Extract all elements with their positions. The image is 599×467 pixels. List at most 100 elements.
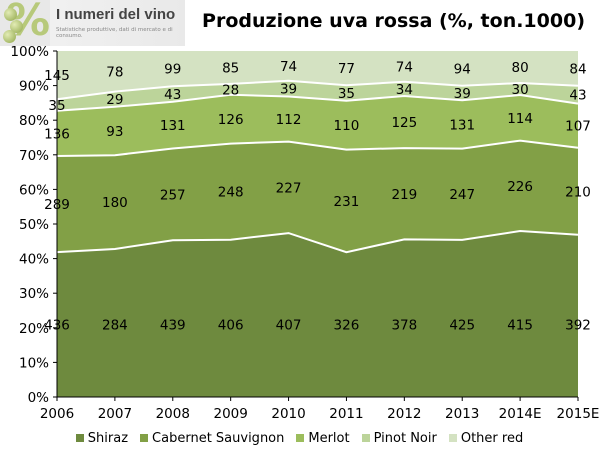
legend-swatch (361, 434, 370, 442)
grape-icon (3, 30, 16, 43)
data-label: 378 (391, 317, 417, 333)
x-tick-label: 2013 (445, 406, 479, 422)
x-tick-label: 2015E (557, 406, 599, 422)
series-boundary-line (56, 93, 579, 112)
data-label: 35 (338, 86, 355, 102)
series-boundary-line (56, 229, 579, 254)
logo-title: I numeri del vino (56, 6, 176, 23)
series-boundary-line (56, 139, 579, 157)
logo: % I numeri del vino Statistiche produtti… (0, 0, 185, 46)
data-label: 125 (391, 115, 417, 131)
y-tick-label: 30% (19, 286, 49, 302)
data-label: 39 (280, 82, 297, 98)
x-tick-label: 2008 (156, 406, 190, 422)
data-label: 114 (507, 111, 533, 127)
y-tick-label: 80% (19, 113, 49, 129)
data-label: 439 (160, 317, 186, 333)
data-label: 28 (222, 82, 239, 98)
data-label: 35 (48, 98, 65, 114)
data-label: 131 (449, 117, 475, 133)
y-tick-label: 10% (19, 355, 49, 371)
data-label: 231 (334, 194, 360, 210)
data-label: 407 (276, 317, 302, 333)
legend-swatch (75, 434, 84, 442)
data-label: 425 (449, 317, 475, 333)
legend-label: Pinot Noir (373, 430, 437, 446)
legend-item: Merlot (296, 430, 350, 446)
data-label: 219 (391, 187, 417, 203)
data-label: 257 (160, 187, 186, 203)
data-label: 74 (396, 59, 413, 75)
data-label: 326 (334, 318, 360, 334)
x-tick-label: 2012 (387, 406, 421, 422)
x-tick-label: 2010 (271, 406, 305, 422)
data-label: 289 (44, 197, 70, 213)
y-tick-label: 60% (19, 182, 49, 198)
area-other-red (57, 51, 578, 100)
data-label: 136 (44, 126, 70, 142)
data-label: 226 (507, 179, 533, 195)
x-tick-label: 2009 (213, 406, 247, 422)
data-label: 436 (44, 318, 70, 334)
grape-icon (4, 8, 17, 21)
data-label: 247 (449, 187, 475, 203)
legend-swatch (448, 434, 457, 442)
chart-title: Produzione uva rossa (%, ton.1000) (202, 10, 585, 32)
data-label: 112 (276, 112, 302, 128)
y-tick-label: 0% (28, 390, 50, 406)
data-label: 34 (396, 82, 413, 98)
x-tick-label: 2011 (329, 406, 363, 422)
legend-swatch (140, 434, 149, 442)
data-label: 93 (106, 124, 123, 140)
data-label: 29 (106, 92, 123, 108)
legend-label: Cabernet Sauvignon (152, 430, 285, 446)
data-label: 126 (218, 112, 244, 128)
data-label: 392 (565, 317, 591, 333)
data-label: 43 (164, 87, 181, 103)
logo-subtitle: Statistiche produttive, dati di mercato … (56, 27, 173, 39)
data-label: 131 (160, 118, 186, 134)
data-label: 77 (338, 61, 355, 77)
legend-item: Other red (448, 430, 524, 446)
legend-label: Other red (460, 430, 524, 446)
area-cabernet-sauvignon (57, 140, 578, 253)
legend-item: Pinot Noir (361, 430, 437, 446)
data-label: 210 (565, 184, 591, 200)
legend-label: Shiraz (87, 430, 129, 446)
x-tick-label: 2014E (499, 406, 542, 422)
data-label: 78 (106, 64, 123, 80)
data-label: 145 (44, 68, 70, 84)
data-label: 227 (276, 180, 302, 196)
data-label: 84 (569, 61, 586, 77)
y-tick-label: 40% (19, 252, 49, 268)
data-label: 107 (565, 119, 591, 135)
x-tick-label: 2007 (98, 406, 132, 422)
data-label: 415 (507, 317, 533, 333)
legend-swatch (296, 434, 305, 442)
area-pinot-noir (57, 80, 578, 111)
chart-legend: Shiraz Cabernet Sauvignon Merlot Pinot Noir… (0, 430, 599, 446)
data-label: 406 (218, 317, 244, 333)
data-label: 80 (512, 60, 529, 76)
data-label: 180 (102, 195, 128, 211)
y-tick-label: 100% (10, 44, 49, 60)
legend-item: Cabernet Sauvignon (140, 430, 284, 446)
y-tick-label: 90% (19, 79, 49, 95)
area-shiraz (57, 231, 578, 397)
data-label: 284 (102, 317, 128, 333)
y-tick-label: 50% (19, 217, 49, 233)
data-label: 94 (454, 61, 471, 77)
area-merlot (57, 94, 578, 156)
grape-icon (10, 20, 23, 33)
y-tick-label: 70% (19, 148, 49, 164)
data-label: 39 (454, 86, 471, 102)
logo-mark: % (0, 0, 50, 46)
data-label: 43 (569, 88, 586, 104)
data-label: 110 (334, 118, 360, 134)
data-label: 99 (164, 62, 181, 78)
data-label: 85 (222, 60, 239, 76)
legend-label: Merlot (308, 430, 350, 446)
data-label: 248 (218, 185, 244, 201)
data-label: 74 (280, 59, 297, 75)
